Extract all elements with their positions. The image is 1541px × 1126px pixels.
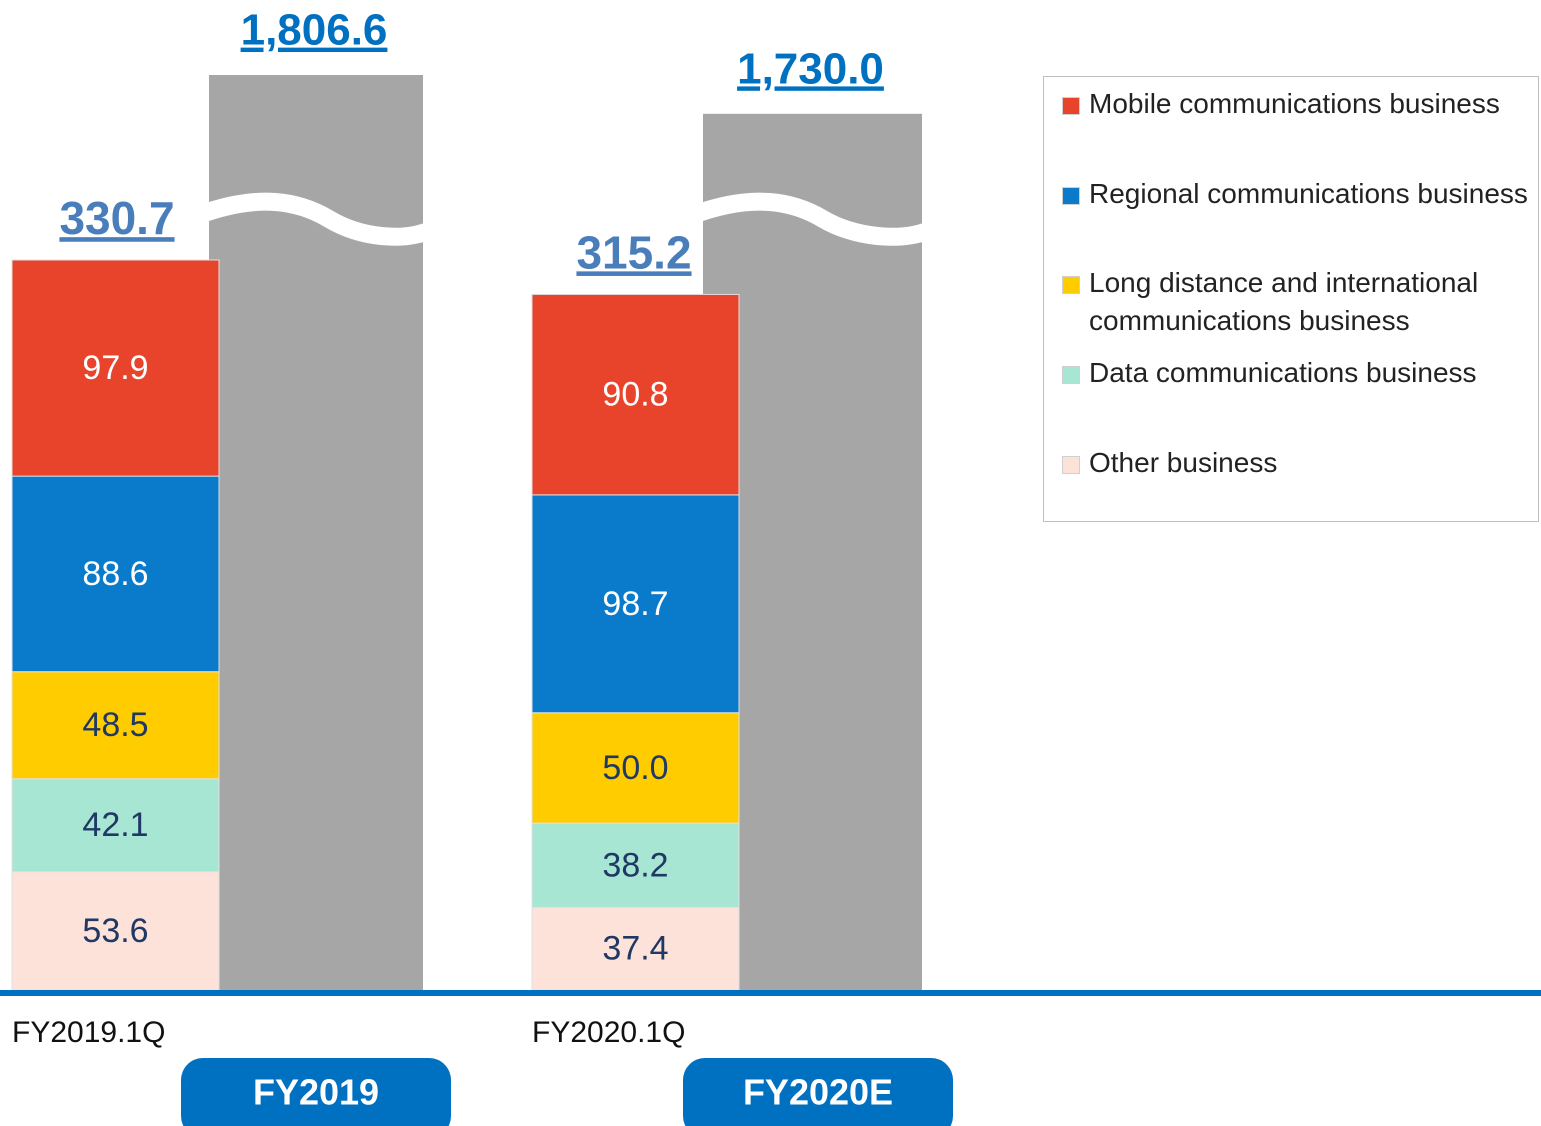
period-badge [181, 1058, 451, 1126]
bar-segment [531, 822, 740, 908]
annual-total-label: 1,806.6 [241, 6, 388, 55]
data-label: 90.8 [602, 376, 668, 414]
data-label: 48.5 [82, 706, 148, 744]
bar-segment [11, 871, 220, 991]
bar-segment [531, 494, 740, 714]
legend-label: Regional communications business [1089, 178, 1528, 209]
data-label: 50.0 [602, 749, 668, 787]
total-label: 315.2 [576, 226, 691, 278]
data-label: 88.6 [82, 555, 148, 593]
legend-label: Other business [1089, 447, 1278, 478]
data-label: 37.4 [602, 930, 668, 968]
bar-segment [11, 259, 220, 477]
legend-swatch [1062, 187, 1080, 205]
data-label: 53.6 [82, 912, 148, 950]
baseline [0, 990, 1541, 996]
axis-break [689, 192, 936, 246]
x-tick-label: FY2019.1Q [12, 1016, 165, 1049]
total-label: 330.7 [59, 192, 174, 244]
legend-label: Data communications business [1089, 357, 1477, 388]
legend-swatch [1062, 276, 1080, 294]
bar-segment [11, 475, 220, 673]
bar-segment [531, 712, 740, 824]
legend-swatch [1062, 456, 1080, 474]
data-label: 42.1 [82, 806, 148, 844]
legend-swatch [1062, 366, 1080, 384]
annual-bar [209, 75, 423, 990]
data-label: 38.2 [602, 846, 668, 884]
annual-total-label: 1,730.0 [737, 44, 884, 93]
data-label: 97.9 [82, 349, 148, 387]
period-label: FY2019 [253, 1072, 379, 1113]
data-label: 98.7 [602, 585, 668, 623]
bar-segment [11, 671, 220, 780]
legend: Mobile communications business Regional c… [1043, 76, 1539, 522]
legend-swatch [1062, 97, 1080, 115]
period-badge [683, 1058, 953, 1126]
x-tick-label: FY2020.1Q [532, 1016, 685, 1049]
legend-label: Long distance and international communic… [1089, 267, 1479, 336]
bar-segment [11, 778, 220, 873]
period-label: FY2020E [743, 1072, 893, 1113]
legend-label: Mobile communications business [1089, 88, 1500, 119]
bar-segment [531, 293, 740, 496]
axis-break [195, 192, 437, 246]
